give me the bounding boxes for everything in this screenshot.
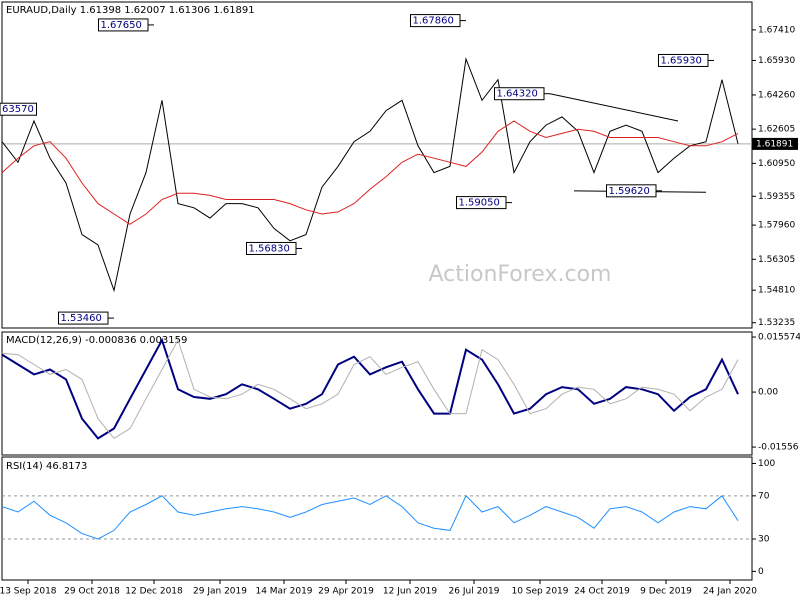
annotation-label: 1.56830 — [249, 243, 290, 254]
annotation-label: 1.59050 — [459, 198, 500, 209]
y-tick-label: 1.65930 — [758, 56, 795, 66]
y-tick-label: 0.00 — [758, 388, 778, 398]
y-tick-label: 70 — [758, 491, 770, 501]
annotation-box — [98, 18, 149, 32]
y-tick-label: 1.53235 — [758, 318, 795, 328]
annotation-label: 1.67650 — [101, 20, 142, 31]
y-tick-label: 30 — [758, 535, 770, 545]
x-tick-label: 24 Oct 2019 — [574, 587, 630, 597]
y-tick-label: 1.60950 — [758, 159, 795, 169]
rsi-frame — [1, 456, 753, 581]
trend-line — [549, 93, 679, 122]
annotation-label: 1.59620 — [609, 186, 650, 197]
x-tick-label: 10 Sep 2019 — [511, 587, 568, 597]
x-tick-label: 29 Apr 2019 — [318, 587, 374, 597]
x-tick-label: 12 Dec 2018 — [125, 587, 183, 597]
last-price-label: 1.61891 — [756, 139, 793, 149]
x-tick-label: 9 Dec 2019 — [640, 587, 692, 597]
series-line — [1, 338, 739, 440]
x-tick-label: 24 Jan 2020 — [703, 587, 757, 597]
x-tick-label: 13 Sep 2018 — [0, 587, 57, 597]
y-tick-label: 1.62605 — [758, 125, 795, 135]
y-tick-label: 1.64260 — [758, 90, 795, 100]
annotation-box — [456, 196, 507, 210]
series-line — [1, 120, 739, 225]
watermark: ActionForex.com — [429, 262, 612, 287]
y-tick-label: 1.56305 — [758, 255, 795, 265]
annotation-box — [0, 102, 37, 116]
x-tick-label: 29 Oct 2018 — [64, 587, 120, 597]
chart-title: EURAUD,Daily 1.61398 1.62007 1.61306 1.6… — [6, 5, 255, 16]
annotation-box — [58, 311, 109, 325]
last-price-box — [752, 137, 798, 150]
x-tick-label: 12 Jun 2019 — [383, 587, 437, 597]
y-tick-label: 1.57960 — [758, 221, 795, 231]
series-line — [1, 57, 739, 293]
x-tick-label: 29 Jan 2019 — [193, 587, 247, 597]
y-tick-label: 1.67410 — [758, 25, 795, 35]
annotation-label: 1.67860 — [413, 16, 454, 27]
annotation-label: 63570 — [2, 104, 34, 115]
annotation-label: 1.53460 — [61, 313, 102, 324]
macd-frame — [1, 331, 753, 456]
y-tick-label: 1.54810 — [758, 286, 795, 296]
macd-title: MACD(12,26,9) -0.000836 0.003159 — [6, 335, 187, 346]
y-tick-label: 1.59355 — [758, 192, 795, 202]
series-line — [1, 494, 739, 540]
y-tick-label: -0.01556 — [758, 443, 799, 453]
x-tick-label: 26 Jul 2019 — [449, 587, 500, 597]
annotation-box — [606, 184, 657, 198]
series-line — [1, 337, 739, 440]
annotation-label: 1.65930 — [661, 55, 702, 66]
annotation-box — [658, 53, 709, 67]
annotation-box — [494, 87, 545, 101]
price-frame — [1, 1, 753, 329]
annotation-box — [410, 14, 461, 28]
y-tick-label: 100 — [758, 459, 775, 469]
y-tick-label: 0.015574 — [758, 333, 800, 343]
y-tick-label: 0 — [758, 567, 764, 577]
x-tick-label: 14 Mar 2019 — [255, 587, 312, 597]
annotation-label: 1.64320 — [497, 89, 538, 100]
rsi-title: RSI(14) 46.8173 — [6, 461, 87, 472]
annotation-box — [246, 241, 297, 255]
